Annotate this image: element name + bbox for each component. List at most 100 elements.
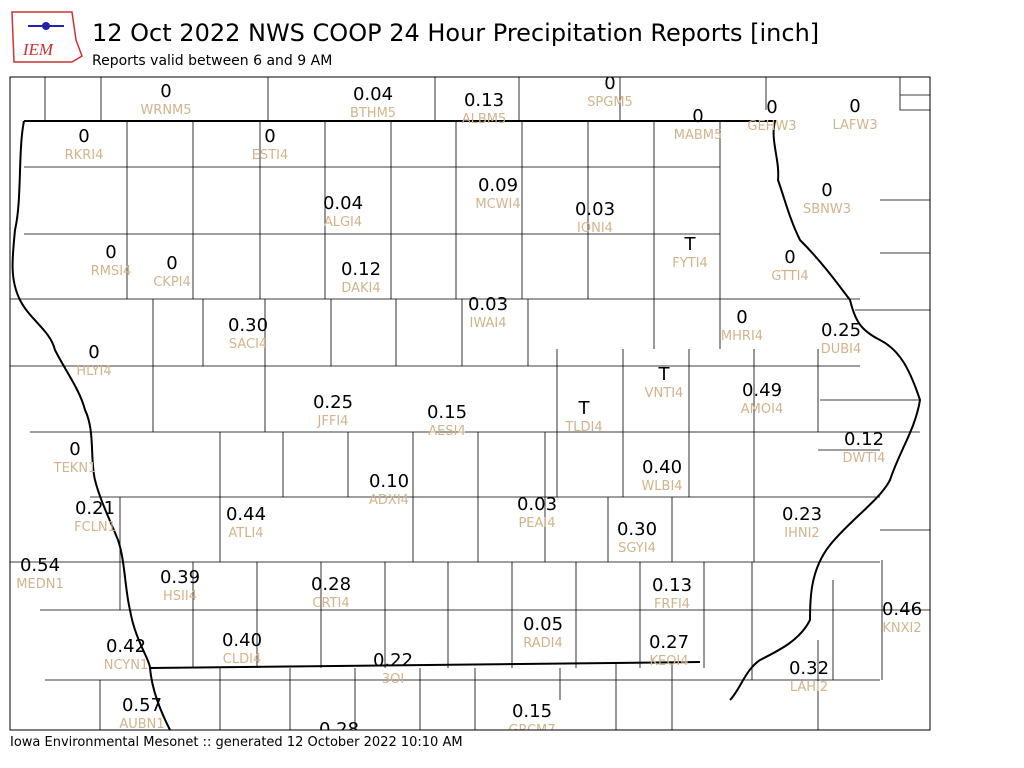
station-id: MCWI4	[475, 197, 520, 212]
station-id: LAHI2	[790, 680, 828, 695]
station-id: KNXI2	[882, 621, 921, 636]
station-value: 0	[105, 242, 116, 263]
station-value: 0.28	[311, 574, 351, 595]
station-value: 0.42	[106, 636, 146, 657]
station-value: 0	[784, 247, 795, 268]
station-id: AMOI4	[741, 402, 783, 417]
station-value: 0.03	[517, 494, 557, 515]
station-value: 0.54	[20, 555, 60, 576]
station-value: 0.15	[427, 402, 467, 423]
station-value: 0	[88, 342, 99, 363]
station-id: IONI4	[577, 221, 613, 236]
station-value: 0.28	[319, 719, 359, 740]
station-value: 0.03	[575, 199, 615, 220]
station-id: GEHW3	[747, 119, 796, 134]
station-value: 0	[766, 97, 777, 118]
station-value: 0.22	[373, 650, 413, 671]
station-value: 0.15	[512, 701, 552, 722]
station-id: BTHM5	[350, 106, 396, 121]
station-id: WLBI4	[641, 479, 682, 494]
station-id: SGYI4	[618, 541, 656, 556]
map-frame	[9, 76, 931, 731]
station-value: 0.04	[353, 84, 393, 105]
station-value: 0.05	[523, 614, 563, 635]
station-id: 3OI	[382, 672, 404, 687]
station-id: JFFI4	[317, 414, 349, 429]
station-value: 0.09	[478, 175, 518, 196]
station-value: 0.23	[782, 504, 822, 525]
footer: Iowa Environmental Mesonet :: generated …	[10, 735, 463, 750]
station-value: 0.30	[228, 315, 268, 336]
station-id: WRNM5	[140, 103, 191, 118]
station-value: 0.21	[75, 498, 115, 519]
station-id: HLYI4	[76, 364, 111, 379]
station-value: 0.03	[468, 294, 508, 315]
station-id: SACI4	[229, 337, 267, 352]
station-id: SPGM5	[587, 95, 633, 110]
station-id: CLDI4	[223, 652, 261, 667]
station-id: HSII4	[163, 589, 197, 604]
state-borders	[11, 120, 922, 730]
station-id: TLDI4	[564, 420, 602, 435]
station-id: AESI4	[428, 424, 465, 439]
station-value: 0.57	[122, 695, 162, 716]
title: 12 Oct 2022 NWS COOP 24 Hour Precipitati…	[92, 19, 819, 47]
station-value: 0	[849, 96, 860, 117]
station-value: 0.40	[222, 630, 262, 651]
station-value: 0.27	[649, 632, 689, 653]
station-id: SBNW3	[803, 202, 851, 217]
station-id: MHRI4	[721, 329, 763, 344]
station-id: CRTI4	[312, 596, 349, 611]
station-value: 0.04	[323, 193, 363, 214]
station-id: FCLN1	[74, 520, 116, 535]
station-value: 0	[78, 126, 89, 147]
station-value: 0	[166, 253, 177, 274]
station-value: 0.39	[160, 567, 200, 588]
logo: IEM	[11, 11, 83, 63]
subtitle: Reports valid between 6 and 9 AM	[92, 53, 332, 69]
station-value: 0	[821, 180, 832, 201]
logo-text: IEM	[22, 40, 54, 59]
station-value: T	[658, 364, 671, 385]
station-value: T	[578, 398, 591, 419]
station-id: FRFI4	[654, 597, 690, 612]
station-value: 0	[604, 73, 615, 94]
station-id: PEAI4	[518, 516, 555, 531]
station-value: 0.10	[369, 471, 409, 492]
station-id: RMSI4	[91, 264, 132, 279]
station-value: 0	[264, 126, 275, 147]
station-value: 0.25	[821, 320, 861, 341]
station-value: 0	[692, 106, 703, 127]
station-value: 0.12	[844, 429, 884, 450]
stations: 0WRNM50.04BTHM50.13ALBM50SPGM50MABM50GEH…	[16, 73, 922, 740]
station-value: 0.12	[341, 259, 381, 280]
station-id: ALGI4	[324, 215, 362, 230]
station-value: 0.40	[642, 457, 682, 478]
station-id: ATLI4	[228, 526, 263, 541]
station-id: TEKN1	[53, 461, 97, 476]
map: 0WRNM50.04BTHM50.13ALBM50SPGM50MABM50GEH…	[10, 73, 930, 740]
station-id: RADI4	[523, 636, 563, 651]
station-id: MABM5	[674, 128, 723, 143]
station-value: 0	[736, 307, 747, 328]
station-id: RKRI4	[65, 148, 104, 163]
station-id: IWAI4	[470, 316, 507, 331]
station-value: 0.30	[617, 519, 657, 540]
station-value: 0.13	[652, 575, 692, 596]
station-value: 0.44	[226, 504, 266, 525]
station-id: GRCM7	[508, 723, 555, 738]
station-id: DAKI4	[341, 281, 380, 296]
station-id: ESTI4	[252, 148, 289, 163]
station-id: DWTI4	[843, 451, 886, 466]
station-value: 0	[69, 439, 80, 460]
station-id: LAFW3	[832, 118, 877, 133]
station-value: 0.13	[464, 90, 504, 111]
station-id: DUBI4	[821, 342, 862, 357]
station-id: KEOI4	[649, 654, 688, 669]
county-lines	[10, 77, 930, 730]
station-id: AUBN1	[119, 717, 164, 732]
station-id: ALBM5	[462, 112, 507, 127]
station-value: 0.49	[742, 380, 782, 401]
station-id: GTTI4	[771, 269, 808, 284]
